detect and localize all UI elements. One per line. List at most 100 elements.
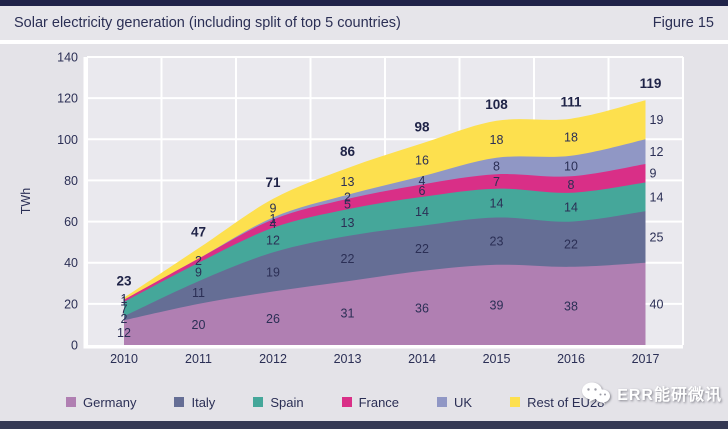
legend-swatch [66,397,76,407]
legend-swatch [341,397,352,407]
svg-text:11: 11 [192,286,205,300]
chart-legend: Germany Italy Spain France UK Rest of EU28 [0,384,728,420]
svg-text:6: 6 [419,184,426,198]
svg-text:13: 13 [341,216,355,230]
svg-text:22: 22 [564,238,578,252]
svg-text:12: 12 [266,234,280,248]
svg-text:2015: 2015 [483,352,511,366]
svg-text:12: 12 [650,145,664,159]
chart-area: 12 20 26 31 36 39 38 40 2 11 19 22 22 23 22 25 7 9 12 13 14 1… [0,44,728,381]
svg-text:19: 19 [650,113,664,127]
x-axis-labels: 2010 2011 2012 2013 2014 2015 2016 2017 [110,352,659,366]
svg-text:8: 8 [493,160,500,174]
svg-text:100: 100 [57,133,78,147]
svg-text:0: 0 [71,339,78,353]
svg-text:1: 1 [121,292,128,306]
svg-text:14: 14 [490,197,504,211]
svg-text:9: 9 [270,202,277,216]
svg-text:26: 26 [266,312,280,326]
svg-text:108: 108 [485,97,508,112]
svg-text:14: 14 [564,201,578,215]
legend-swatch [437,397,448,407]
legend-swatch [174,397,185,407]
svg-text:119: 119 [640,76,662,91]
svg-text:20: 20 [64,297,78,311]
legend-item-italy: Italy [174,395,215,410]
y-axis-title: TWh [19,188,33,214]
svg-text:2012: 2012 [259,352,287,366]
y-axis-labels: 0 20 40 60 80 100 120 140 [57,51,78,353]
axis-borders [83,57,683,349]
svg-text:19: 19 [266,265,280,279]
wechat-icon [582,382,611,404]
figure-number-label: Figure 15 [652,15,714,31]
legend-label: Germany [83,394,137,410]
legend-label: Rest of EU28 [527,394,605,410]
svg-text:13: 13 [341,175,355,189]
svg-text:7: 7 [493,175,500,189]
svg-text:40: 40 [64,256,78,270]
legend-item-rest-of-eu28: Rest of EU28 [510,395,604,410]
svg-text:7: 7 [121,303,128,317]
legend-item-spain: Spain [253,394,304,410]
legend-swatch [253,397,264,407]
svg-text:2016: 2016 [557,352,585,366]
svg-text:10: 10 [564,160,578,174]
svg-text:80: 80 [64,174,78,188]
svg-text:22: 22 [415,242,429,256]
legend-item-uk: UK [437,395,472,410]
svg-text:18: 18 [490,133,504,147]
watermark-text: ERR能研微讯 [617,387,722,404]
svg-text:1: 1 [270,212,277,226]
svg-text:38: 38 [564,299,578,313]
svg-text:9: 9 [195,265,202,279]
legend-item-france: France [341,394,400,410]
svg-text:36: 36 [415,301,429,315]
svg-text:71: 71 [265,175,281,190]
svg-text:5: 5 [344,198,351,212]
svg-text:2010: 2010 [110,352,138,366]
svg-text:20: 20 [192,318,206,332]
title-bar: Solar electricity generation (including … [0,6,728,40]
area-bands [124,100,646,345]
svg-text:2: 2 [344,190,351,204]
svg-text:4: 4 [419,174,426,188]
svg-text:2013: 2013 [334,352,362,366]
legend-item-germany: Germany [66,395,136,410]
svg-text:2014: 2014 [408,352,436,366]
svg-text:2011: 2011 [185,352,212,366]
legend-label: Italy [191,394,216,410]
svg-text:12: 12 [117,326,131,340]
svg-text:14: 14 [415,205,429,219]
svg-text:86: 86 [340,144,356,159]
title-divider [0,40,728,44]
svg-text:23: 23 [490,235,504,249]
svg-text:2: 2 [121,312,128,326]
svg-text:47: 47 [191,224,206,239]
svg-text:9: 9 [650,167,657,181]
legend-label: France [358,394,400,410]
svg-text:14: 14 [650,190,664,204]
svg-text:4: 4 [270,217,277,231]
svg-text:39: 39 [490,298,504,312]
svg-text:23: 23 [116,274,132,289]
watermark: ERR能研微讯 [581,381,722,405]
svg-text:22: 22 [341,252,355,266]
legend-swatch [510,397,521,407]
svg-text:16: 16 [415,153,429,167]
svg-text:60: 60 [64,215,78,229]
svg-text:140: 140 [57,51,78,65]
svg-text:25: 25 [650,231,664,245]
svg-text:2017: 2017 [632,352,660,366]
bottom-border-bar [0,421,728,429]
svg-text:31: 31 [341,307,355,321]
legend-label: Spain [270,394,304,410]
svg-text:40: 40 [650,297,664,311]
legend-label: UK [454,394,473,410]
svg-text:111: 111 [560,95,582,110]
area-band-germany [124,262,646,345]
